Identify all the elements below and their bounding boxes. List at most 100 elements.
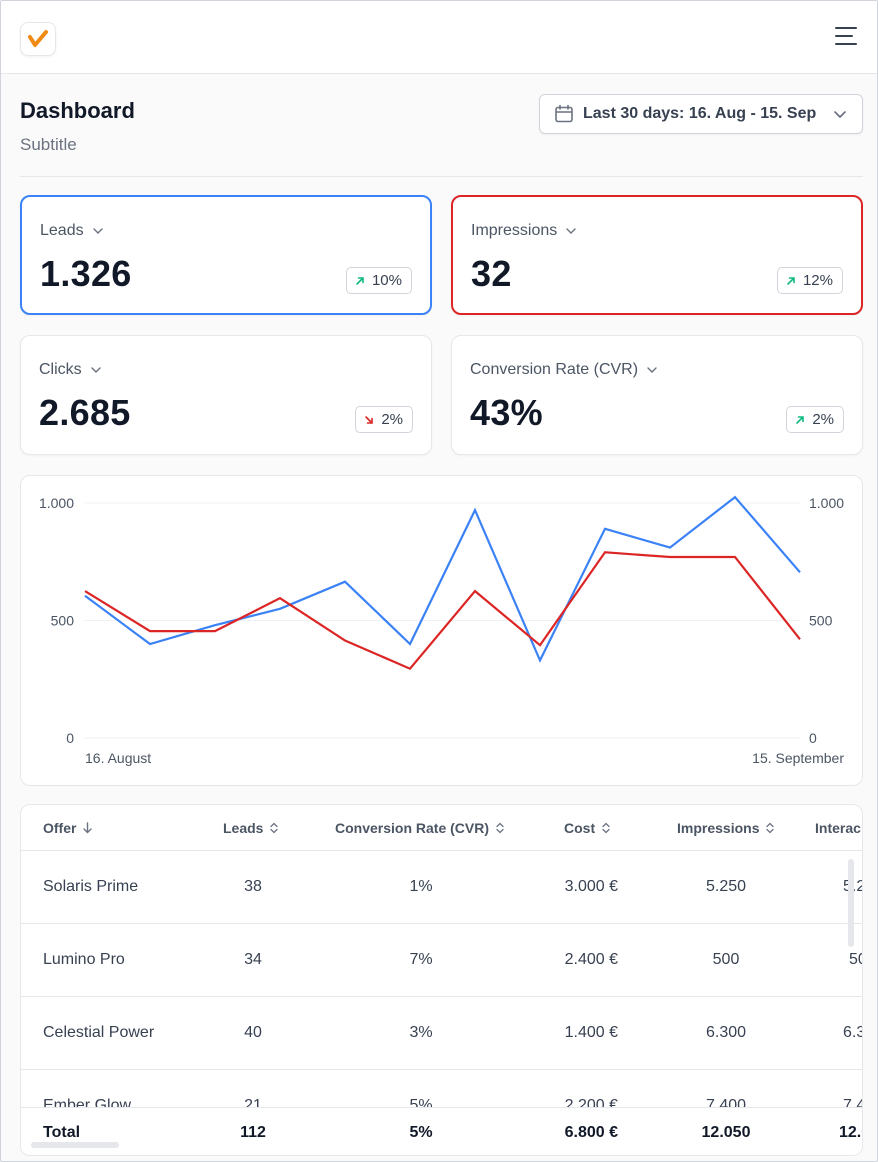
y-tick-label-right: 500	[809, 613, 833, 629]
column-header-conversion-rate[interactable]: Conversion Rate (CVR)	[335, 820, 505, 836]
chevron-down-icon	[832, 106, 848, 122]
y-tick-label-right: 1.000	[809, 495, 844, 511]
table-row[interactable]: Lumino Pro 34 7% 2.400 € 500 50	[21, 924, 862, 997]
kpi-title-label: Impressions	[471, 222, 558, 239]
sort-icon	[601, 822, 611, 834]
sort-icon	[495, 822, 505, 834]
trend-value: 2%	[812, 411, 834, 428]
trend-badge: 10%	[345, 267, 412, 294]
column-header-leads[interactable]: Leads	[223, 820, 279, 836]
kpi-value: 1.326	[40, 253, 132, 294]
arrow-up-right-icon	[355, 276, 365, 286]
total-impressions: 12.050	[701, 1124, 751, 1141]
column-label: Conversion Rate (CVR)	[335, 820, 490, 836]
trend-badge: 12%	[776, 267, 843, 294]
kpi-card-conversion-rate[interactable]: Conversion Rate (CVR) 43% 2%	[451, 335, 863, 455]
trend-badge: 2%	[355, 406, 413, 433]
trend-value: 2%	[381, 411, 403, 428]
offers-table: Offer Leads Conversion Rate (CVR) Cost I…	[20, 804, 863, 1156]
kpi-value: 43%	[470, 392, 543, 433]
total-leads: 112	[240, 1124, 266, 1141]
x-tick-label-end: 15. September	[752, 750, 844, 766]
header-divider	[20, 176, 863, 177]
trend-badge: 2%	[786, 406, 844, 433]
cell-offer: Lumino Pro	[43, 951, 125, 968]
table-row[interactable]: Celestial Power 40 3% 1.400 € 6.300 6.3	[21, 997, 862, 1070]
top-bar	[1, 1, 877, 74]
column-label: Cost	[564, 820, 596, 836]
cell-offer: Celestial Power	[43, 1024, 155, 1041]
kpi-title[interactable]: Conversion Rate (CVR)	[470, 361, 658, 379]
y-tick-label-left: 1.000	[39, 495, 74, 511]
chevron-down-icon	[646, 364, 658, 376]
column-header-offer[interactable]: Offer	[43, 820, 93, 836]
column-header-cost[interactable]: Cost	[564, 820, 611, 836]
cell-impressions: 5.250	[705, 878, 747, 895]
kpi-title-label: Clicks	[39, 361, 82, 378]
cell-cvr: 3%	[409, 1024, 433, 1041]
y-tick-label-left: 0	[66, 730, 74, 746]
cell-impressions: 6.300	[705, 1024, 747, 1041]
calendar-icon	[554, 104, 574, 124]
total-label: Total	[43, 1124, 81, 1141]
arrow-down-right-icon	[364, 415, 374, 425]
trend-value: 12%	[802, 272, 833, 289]
total-interactions: 12.0	[839, 1124, 862, 1141]
vertical-scrollbar[interactable]	[848, 859, 854, 947]
total-cost: 6.800 €	[564, 1124, 618, 1141]
x-tick-label-start: 16. August	[85, 750, 151, 766]
arrow-up-right-icon	[786, 276, 796, 286]
kpi-title-label: Conversion Rate (CVR)	[470, 361, 639, 378]
kpi-value: 32	[471, 253, 512, 294]
column-label: Interac	[815, 820, 861, 836]
cell-cvr: 1%	[409, 878, 433, 895]
kpi-title[interactable]: Leads	[40, 222, 104, 240]
checkmark-logo-icon[interactable]	[20, 22, 56, 56]
arrow-down-icon	[82, 822, 93, 834]
kpi-title-label: Leads	[40, 222, 84, 239]
date-range-picker[interactable]: Last 30 days: 16. Aug - 15. Sep	[539, 94, 863, 134]
y-tick-label-left: 500	[51, 613, 75, 629]
kpi-card-leads[interactable]: Leads 1.326 10%	[20, 195, 432, 315]
column-label: Impressions	[677, 820, 760, 836]
column-label: Offer	[43, 820, 77, 836]
cell-cost: 1.400 €	[564, 1024, 618, 1041]
arrow-up-right-icon	[795, 415, 805, 425]
kpi-title[interactable]: Impressions	[471, 222, 577, 240]
cell-impressions: 500	[712, 951, 740, 968]
kpi-card-clicks[interactable]: Clicks 2.685 2%	[20, 335, 432, 455]
cell-leads: 40	[244, 1024, 262, 1041]
cell-leads: 38	[244, 878, 262, 895]
column-label: Leads	[223, 820, 264, 836]
table-header: Offer Leads Conversion Rate (CVR) Cost I…	[21, 805, 862, 851]
chevron-down-icon	[565, 225, 577, 237]
series-line-0	[84, 495, 801, 664]
kpi-card-impressions[interactable]: Impressions 32 12%	[451, 195, 863, 315]
date-range-label: Last 30 days: 16. Aug - 15. Sep	[583, 105, 817, 122]
line-chart: 1.000 500 0 1.000 500 0 16. August 15. Septembe…	[39, 495, 844, 766]
kpi-value: 2.685	[39, 392, 131, 433]
trend-value: 10%	[371, 272, 402, 289]
column-header-impressions[interactable]: Impressions	[677, 820, 775, 836]
page-subtitle: Subtitle	[20, 135, 77, 154]
table-total-row: Total 112 5% 6.800 € 12.050 12.0	[21, 1107, 862, 1155]
table-row[interactable]: Solaris Prime 38 1% 3.000 € 5.250 5.2	[21, 851, 862, 924]
cell-interactions: 6.3	[843, 1024, 862, 1041]
cell-offer: Solaris Prime	[43, 878, 139, 895]
cell-interactions: 50	[849, 951, 862, 968]
cell-cost: 2.400 €	[564, 951, 618, 968]
series-line-1	[84, 551, 801, 671]
kpi-title[interactable]: Clicks	[39, 361, 102, 379]
column-header-interactions[interactable]: Interac	[815, 820, 861, 836]
hamburger-menu-icon[interactable]	[835, 27, 861, 49]
cell-cost: 3.000 €	[564, 878, 618, 895]
page-title: Dashboard	[20, 98, 135, 123]
cell-cvr: 7%	[409, 951, 433, 968]
horizontal-scrollbar[interactable]	[31, 1142, 119, 1148]
cell-leads: 34	[244, 951, 262, 968]
chevron-down-icon	[92, 225, 104, 237]
sort-icon	[269, 822, 279, 834]
y-tick-label-right: 0	[809, 730, 817, 746]
line-chart-card: 1.000 500 0 1.000 500 0 16. August 15. Septembe…	[20, 475, 863, 786]
